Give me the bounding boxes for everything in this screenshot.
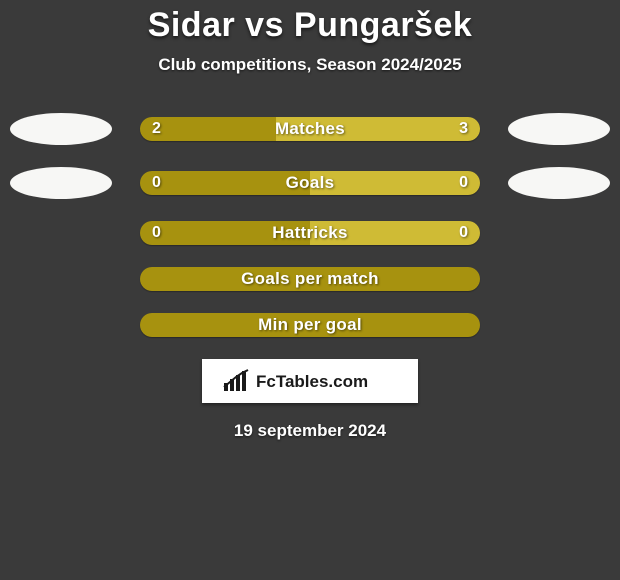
stat-left-value: 0 <box>152 171 161 195</box>
blob-spacer <box>10 325 112 326</box>
stat-bar-label: Hattricks <box>140 221 480 245</box>
subtitle: Club competitions, Season 2024/2025 <box>0 55 620 75</box>
brand-badge[interactable]: FcTables.com <box>202 359 418 403</box>
stat-bar-label: Matches <box>140 117 480 141</box>
blob-spacer <box>10 279 112 280</box>
brand-text: FcTables.com <box>256 372 368 391</box>
date-text: 19 september 2024 <box>0 421 620 441</box>
player-right-blob <box>508 113 610 145</box>
page-title: Sidar vs Pungaršek <box>0 6 620 45</box>
blob-spacer <box>10 233 112 234</box>
stat-row: Matches2 3 <box>0 113 620 145</box>
stat-bar: Min per goal <box>140 313 480 337</box>
stat-row: Goals0 0 <box>0 167 620 199</box>
stat-row: Hattricks0 0 <box>0 221 620 245</box>
stat-bar-label: Goals <box>140 171 480 195</box>
player-left-blob <box>10 167 112 199</box>
stat-bar-label: Min per goal <box>140 313 480 337</box>
blob-spacer <box>508 233 610 234</box>
stat-row: Goals per match <box>0 267 620 291</box>
stat-right-value: 3 <box>459 117 468 141</box>
player-left-blob <box>10 113 112 145</box>
player-right-blob <box>508 167 610 199</box>
stat-left-value: 0 <box>152 221 161 245</box>
stat-bar: Goals per match <box>140 267 480 291</box>
stat-right-value: 0 <box>459 171 468 195</box>
blob-spacer <box>508 279 610 280</box>
stat-right-value: 0 <box>459 221 468 245</box>
stat-bar: Hattricks0 0 <box>140 221 480 245</box>
stat-bar-label: Goals per match <box>140 267 480 291</box>
brand-logo-icon: FcTables.com <box>220 367 400 395</box>
stats-rows: Matches23Goals00Hattricks00Goals per mat… <box>0 113 620 337</box>
blob-spacer <box>508 325 610 326</box>
stat-left-value: 2 <box>152 117 161 141</box>
stat-bar: Matches2 3 <box>140 117 480 141</box>
stat-bar: Goals0 0 <box>140 171 480 195</box>
stat-row: Min per goal <box>0 313 620 337</box>
